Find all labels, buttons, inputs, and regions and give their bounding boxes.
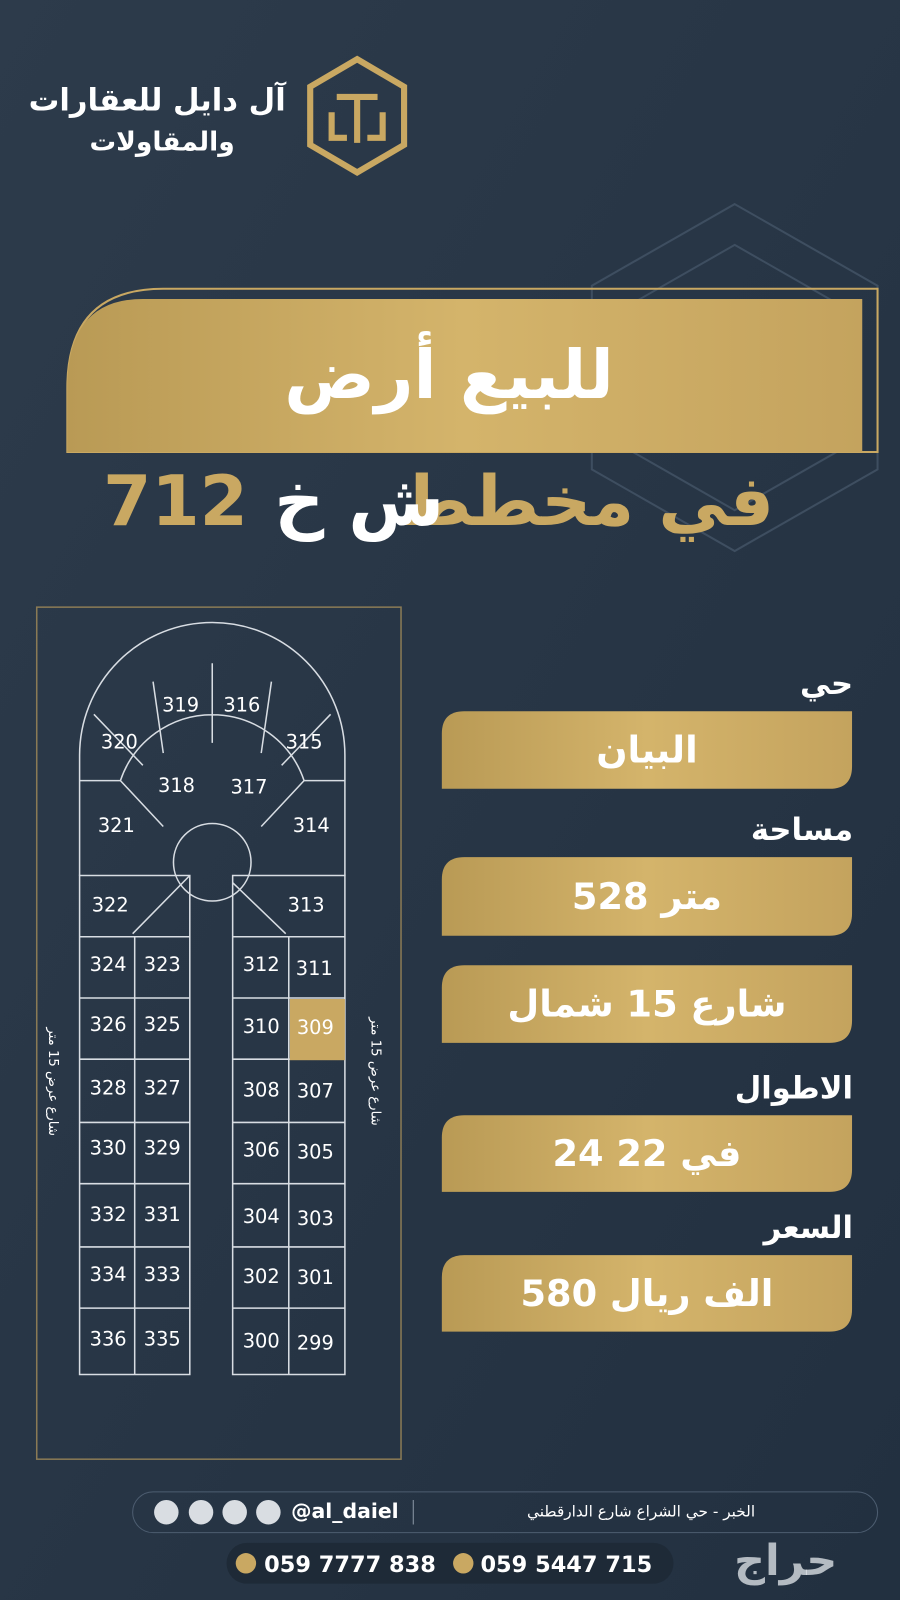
lot-number: 317 bbox=[230, 775, 267, 798]
lot-number: 312 bbox=[243, 953, 280, 976]
phone: 059 5447 715 bbox=[480, 1552, 652, 1578]
lot-number: 310 bbox=[243, 1015, 280, 1038]
subtitle-number: 712 bbox=[103, 462, 248, 542]
lot-number: 330 bbox=[90, 1136, 127, 1159]
lot-number: 329 bbox=[144, 1136, 181, 1159]
lot-number: 300 bbox=[243, 1329, 280, 1352]
lot-number: 313 bbox=[288, 894, 325, 917]
lot-number: 327 bbox=[144, 1076, 181, 1099]
lot-number: 314 bbox=[293, 814, 330, 837]
lot-number: 325 bbox=[144, 1013, 181, 1036]
lot-number: 323 bbox=[144, 953, 181, 976]
detail-value: البيان bbox=[596, 729, 697, 772]
lot-number: 306 bbox=[243, 1139, 280, 1162]
lot-number: 318 bbox=[158, 774, 195, 797]
detail-value: 24 في 22 bbox=[552, 1132, 741, 1175]
lot-number: 324 bbox=[90, 953, 127, 976]
banner bbox=[67, 298, 863, 453]
banner-title: للبيع أرض bbox=[284, 331, 614, 415]
lot-number: 309 bbox=[297, 1016, 334, 1039]
address: الخبر - حي الشراع شارع الدارقطني bbox=[527, 1503, 755, 1522]
detail-pill bbox=[441, 711, 853, 789]
detail-value: 528 متر bbox=[572, 875, 722, 918]
lot-number: 332 bbox=[90, 1203, 127, 1226]
lot-number: 311 bbox=[296, 957, 333, 980]
lot-number: 333 bbox=[144, 1263, 181, 1286]
lot-number: 319 bbox=[162, 694, 199, 717]
lot-number: 305 bbox=[297, 1141, 334, 1164]
subtitle-prefix: في مخطط bbox=[399, 462, 774, 542]
lot-number: 302 bbox=[243, 1265, 280, 1288]
lot-number: 308 bbox=[243, 1078, 280, 1101]
lot-number: 331 bbox=[144, 1203, 181, 1226]
watermark: حراج bbox=[734, 1536, 837, 1586]
lot-number: 322 bbox=[92, 894, 129, 917]
lot-number: 307 bbox=[297, 1079, 334, 1102]
plot-map bbox=[35, 606, 402, 1460]
lot-number: 316 bbox=[223, 694, 260, 717]
detail-pill bbox=[441, 857, 853, 936]
logo bbox=[307, 55, 408, 176]
detail-value: شارع 15 شمال bbox=[507, 983, 786, 1026]
lot-number: 315 bbox=[286, 730, 323, 753]
lot-number: 304 bbox=[243, 1205, 280, 1228]
phone-icon bbox=[453, 1553, 474, 1574]
detail-label: حي bbox=[800, 667, 853, 702]
lot-number: 335 bbox=[144, 1327, 181, 1350]
lot-number: 320 bbox=[101, 730, 138, 753]
street-label: شارع عرض 15 متر bbox=[45, 1026, 60, 1136]
social-icons bbox=[154, 1500, 281, 1525]
detail-pill bbox=[441, 1115, 853, 1192]
detail-pill bbox=[441, 1255, 853, 1332]
detail-label: مساحة bbox=[751, 813, 853, 848]
phone: 059 7777 838 bbox=[264, 1552, 436, 1578]
highlighted-lot bbox=[289, 998, 345, 1061]
lot-number: 301 bbox=[297, 1266, 334, 1289]
lot-number: 328 bbox=[90, 1076, 127, 1099]
lot-number: 334 bbox=[90, 1263, 127, 1286]
social-handle: @al_daiel bbox=[291, 1499, 399, 1523]
company-name: والمقاولات bbox=[89, 126, 234, 157]
lot-number: 326 bbox=[90, 1013, 127, 1036]
subtitle-code: ش خ bbox=[274, 462, 444, 542]
lot-number: 303 bbox=[297, 1207, 334, 1230]
contact-bar bbox=[132, 1491, 879, 1534]
detail-label: الاطوال bbox=[735, 1071, 853, 1106]
phone-bar bbox=[226, 1542, 674, 1584]
lot-number: 299 bbox=[297, 1331, 334, 1354]
detail-pill bbox=[441, 965, 853, 1043]
lot-number: 321 bbox=[98, 814, 135, 837]
detail-label: السعر bbox=[762, 1211, 853, 1246]
phone-icon bbox=[235, 1553, 257, 1574]
street-label: شارع عرض 15 متر bbox=[368, 1016, 383, 1126]
company-name: آل دايل للعقارات bbox=[29, 81, 288, 119]
detail-value: 580 الف ريال bbox=[520, 1272, 773, 1315]
lot-number: 336 bbox=[90, 1327, 127, 1350]
